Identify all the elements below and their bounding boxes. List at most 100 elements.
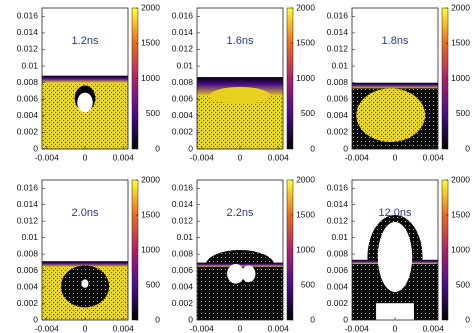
- x-tick-label: 0: [238, 323, 243, 333]
- y-tick-label: 0.012: [17, 215, 39, 225]
- y-tick-label: 0.004: [327, 110, 349, 120]
- y-tick-label: 0.006: [327, 265, 349, 275]
- y-tick-label: 0.002: [327, 298, 349, 308]
- y-tick-label: 0.008: [327, 77, 349, 87]
- field-region: [241, 265, 256, 283]
- y-tick-label: 0.008: [172, 77, 194, 87]
- y-tick-label: 0.014: [17, 199, 39, 209]
- y-tick-label: 0.016: [327, 182, 349, 192]
- y-tick-label: 0.008: [17, 77, 39, 87]
- annotation: 1.8ns: [382, 35, 409, 47]
- y-tick-label: 0: [33, 143, 38, 153]
- y-tick-label: 0: [343, 143, 348, 153]
- colorbar-tick-label: 1000: [141, 73, 160, 83]
- y-tick-label: 0.014: [327, 27, 349, 37]
- panel: 0 0.002 0.004 0.006 0.008 0.01 0.012 0.014 0.016…: [17, 174, 161, 333]
- colorbar-tick-label: 1000: [451, 244, 470, 254]
- x-tick-label: 0: [393, 323, 398, 333]
- field-region: [77, 92, 93, 113]
- y-tick-label: 0.002: [327, 127, 349, 137]
- field-region: [81, 279, 89, 288]
- colorbar-tick-label: 1000: [296, 73, 315, 83]
- y-tick-label: 0.014: [327, 199, 349, 209]
- field-region: [376, 303, 414, 320]
- y-tick-label: 0.012: [327, 44, 349, 54]
- field: [42, 261, 128, 320]
- field-region: [352, 82, 438, 89]
- y-tick-label: 0: [188, 314, 193, 324]
- y-tick-label: 0.012: [172, 44, 194, 54]
- y-tick-label: 0.01: [331, 60, 348, 70]
- y-tick-label: 0.006: [172, 265, 194, 275]
- colorbar-tick-label: 1500: [296, 38, 315, 48]
- field: [352, 82, 438, 149]
- y-tick-label: 0.01: [21, 60, 38, 70]
- y-tick-label: 0.016: [327, 11, 349, 21]
- colorbar-tick-label: 500: [456, 108, 470, 118]
- y-tick-label: 0.004: [172, 110, 194, 120]
- x-tick-label: -0.004: [190, 323, 214, 333]
- x-tick-label: 0: [83, 323, 88, 333]
- field: [42, 75, 128, 149]
- x-tick-label: -0.004: [35, 152, 59, 162]
- colorbar-tick-label: 1000: [141, 244, 160, 254]
- field-region: [42, 75, 128, 83]
- colorbar-tick-label: 500: [456, 279, 470, 289]
- y-tick-label: 0.012: [327, 215, 349, 225]
- annotation: 2.2ns: [227, 207, 254, 219]
- colorbar-tick-label: 1500: [451, 209, 470, 219]
- y-tick-label: 0.008: [172, 248, 194, 258]
- annotation: 12.0ns: [378, 207, 412, 219]
- y-tick-label: 0.002: [17, 127, 39, 137]
- x-tick-label: 0: [83, 152, 88, 162]
- colorbar-tick-label: 0: [155, 314, 160, 324]
- annotation: 1.6ns: [227, 35, 254, 47]
- panel: 0 0.002 0.004 0.006 0.008 0.01 0.012 0.014 0.016…: [327, 174, 471, 333]
- x-tick-label: -0.004: [345, 323, 369, 333]
- x-tick-label: 0.004: [423, 152, 445, 162]
- x-tick-label: 0.004: [113, 323, 135, 333]
- y-tick-label: 0.006: [17, 265, 39, 275]
- colorbar-tick-label: 500: [301, 108, 315, 118]
- colorbar-tick-label: 1000: [296, 244, 315, 254]
- y-tick-label: 0.006: [17, 93, 39, 103]
- colorbar-tick-label: 0: [465, 314, 470, 324]
- x-tick-label: 0.004: [423, 323, 445, 333]
- y-tick-label: 0.014: [172, 199, 194, 209]
- y-tick-label: 0.004: [172, 281, 194, 291]
- y-tick-label: 0.004: [327, 281, 349, 291]
- field-region: [209, 86, 271, 104]
- y-tick-label: 0.016: [172, 11, 194, 21]
- colorbar-tick-label: 0: [310, 314, 315, 324]
- panel: 0 0.002 0.004 0.006 0.008 0.01 0.012 0.014 0.016…: [172, 2, 316, 162]
- y-tick-label: 0.016: [17, 182, 39, 192]
- panel: 0 0.002 0.004 0.006 0.008 0.01 0.012 0.014 0.016…: [327, 2, 471, 162]
- y-tick-label: 0.016: [17, 11, 39, 21]
- field: [197, 250, 283, 320]
- y-tick-label: 0.004: [17, 110, 39, 120]
- panel: 0 0.002 0.004 0.006 0.008 0.01 0.012 0.014 0.016…: [17, 2, 161, 162]
- x-tick-label: 0: [393, 152, 398, 162]
- colorbar-tick-label: 1500: [141, 209, 160, 219]
- colorbar-tick-label: 2000: [141, 2, 160, 12]
- x-tick-label: 0.004: [113, 152, 135, 162]
- y-tick-label: 0: [33, 314, 38, 324]
- x-tick-label: -0.004: [190, 152, 214, 162]
- colorbar-tick-label: 0: [155, 143, 160, 153]
- colorbar-tick-label: 2000: [141, 174, 160, 184]
- y-tick-label: 0.006: [327, 93, 349, 103]
- x-tick-label: 0: [238, 152, 243, 162]
- colorbar-tick-label: 2000: [451, 2, 470, 12]
- y-tick-label: 0.008: [327, 248, 349, 258]
- field: [197, 77, 283, 149]
- y-tick-label: 0.008: [17, 248, 39, 258]
- colorbar-tick-label: 2000: [296, 2, 315, 12]
- annotation: 1.2ns: [72, 35, 99, 47]
- x-tick-label: 0.004: [268, 152, 290, 162]
- field-region: [42, 261, 128, 267]
- panel: 0 0.002 0.004 0.006 0.008 0.01 0.012 0.014 0.016…: [172, 174, 316, 333]
- y-tick-label: 0.01: [176, 60, 193, 70]
- x-tick-label: -0.004: [345, 152, 369, 162]
- colorbar-tick-label: 1500: [141, 38, 160, 48]
